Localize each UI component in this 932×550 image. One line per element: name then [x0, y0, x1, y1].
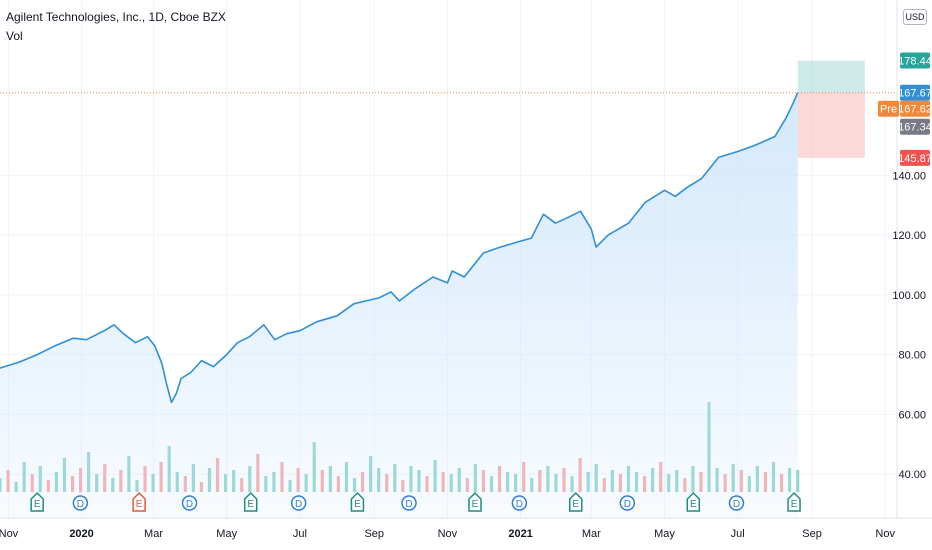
earnings-marker[interactable]: [569, 491, 583, 512]
price-line: [0, 92, 799, 404]
profit-zone[interactable]: [797, 60, 865, 93]
dividend-marker[interactable]: [181, 495, 198, 511]
price-area-fill: [0, 92, 798, 518]
event-marker-label: D: [516, 499, 523, 510]
position-tool[interactable]: [0, 60, 897, 158]
x-tick-label: Jul: [293, 528, 307, 540]
time-axis[interactable]: Nov 2020 Mar May Jul Sep Nov 2021 Mar May Jul Sep No…: [0, 528, 895, 540]
event-marker-label: D: [295, 499, 302, 510]
event-marker-label: E: [354, 499, 361, 510]
price-tag-prefix-bg: [878, 100, 899, 117]
price-tag-value: 145.87: [898, 153, 932, 165]
x-tick-label: Sep: [364, 528, 384, 540]
price-tag: [900, 149, 930, 166]
event-marker-label: D: [77, 499, 84, 510]
price-tag-value: 167.34: [898, 122, 932, 134]
x-tick-label: Sep: [802, 528, 822, 540]
x-tick-label: May: [654, 528, 675, 540]
price-tag: [900, 118, 930, 135]
earnings-marker[interactable]: [468, 491, 482, 512]
x-tick-label: Mar: [582, 528, 601, 540]
earnings-marker[interactable]: [243, 491, 258, 512]
price-area: [0, 92, 798, 518]
event-marker-label: D: [733, 499, 740, 510]
loss-zone[interactable]: [797, 92, 865, 158]
dividend-marker[interactable]: [290, 495, 307, 511]
price-tag: [900, 84, 930, 101]
event-marker-label: E: [472, 499, 479, 510]
price-tag-value: 167.62: [898, 104, 932, 116]
earnings-marker[interactable]: [787, 491, 801, 512]
x-tick-label: Jul: [731, 528, 745, 540]
y-tick-label: 140.00: [892, 170, 926, 182]
x-tick-label: Nov: [0, 528, 19, 540]
x-tick-label: Nov: [875, 528, 895, 540]
event-marker-label: E: [136, 499, 143, 510]
y-tick-label: 100.00: [892, 290, 926, 302]
dividend-marker[interactable]: [72, 495, 89, 511]
y-tick-label: 120.00: [892, 230, 926, 242]
y-tick-label: 60.00: [898, 409, 926, 421]
event-marker-label: E: [572, 499, 579, 510]
x-tick-label: Nov: [438, 528, 458, 540]
x-tick-label: Mar: [144, 528, 163, 540]
volume-label: Vol: [6, 29, 23, 43]
event-marker-label: E: [247, 499, 254, 510]
event-marker-label: E: [690, 499, 697, 510]
price-axis[interactable]: 40.00 60.00 80.00 100.00 120.00 140.00: [892, 170, 926, 481]
dividend-marker[interactable]: [401, 495, 417, 511]
dividend-marker[interactable]: [728, 495, 745, 511]
event-marker-label: D: [186, 499, 193, 510]
price-tag-value: 178.44: [898, 56, 932, 68]
event-marker-label: E: [791, 499, 798, 510]
x-tick-label: 2020: [69, 528, 93, 540]
price-line-path: [0, 92, 799, 404]
event-marker-label: D: [624, 499, 631, 510]
y-tick-label: 40.00: [898, 469, 926, 481]
earnings-marker[interactable]: [30, 491, 44, 512]
event-marker-label: E: [34, 499, 41, 510]
price-tag-value: 167.67: [898, 88, 932, 100]
event-marker-label: D: [405, 499, 412, 510]
price-tag-prefix: Pre: [880, 104, 897, 116]
price-tag: [900, 52, 930, 69]
y-tick-label: 80.00: [898, 350, 926, 362]
earnings-marker[interactable]: [132, 491, 146, 512]
earnings-marker[interactable]: [350, 491, 365, 512]
earnings-marker[interactable]: [686, 491, 701, 512]
dividend-marker[interactable]: [619, 495, 636, 511]
dividend-marker[interactable]: [511, 495, 528, 511]
x-tick-label: 2021: [508, 528, 532, 540]
chart-title: Agilent Technologies, Inc., 1D, Cboe BZX: [6, 10, 226, 24]
x-tick-label: May: [216, 528, 237, 540]
currency-badge[interactable]: USD: [903, 9, 927, 25]
price-tag: [900, 100, 930, 117]
